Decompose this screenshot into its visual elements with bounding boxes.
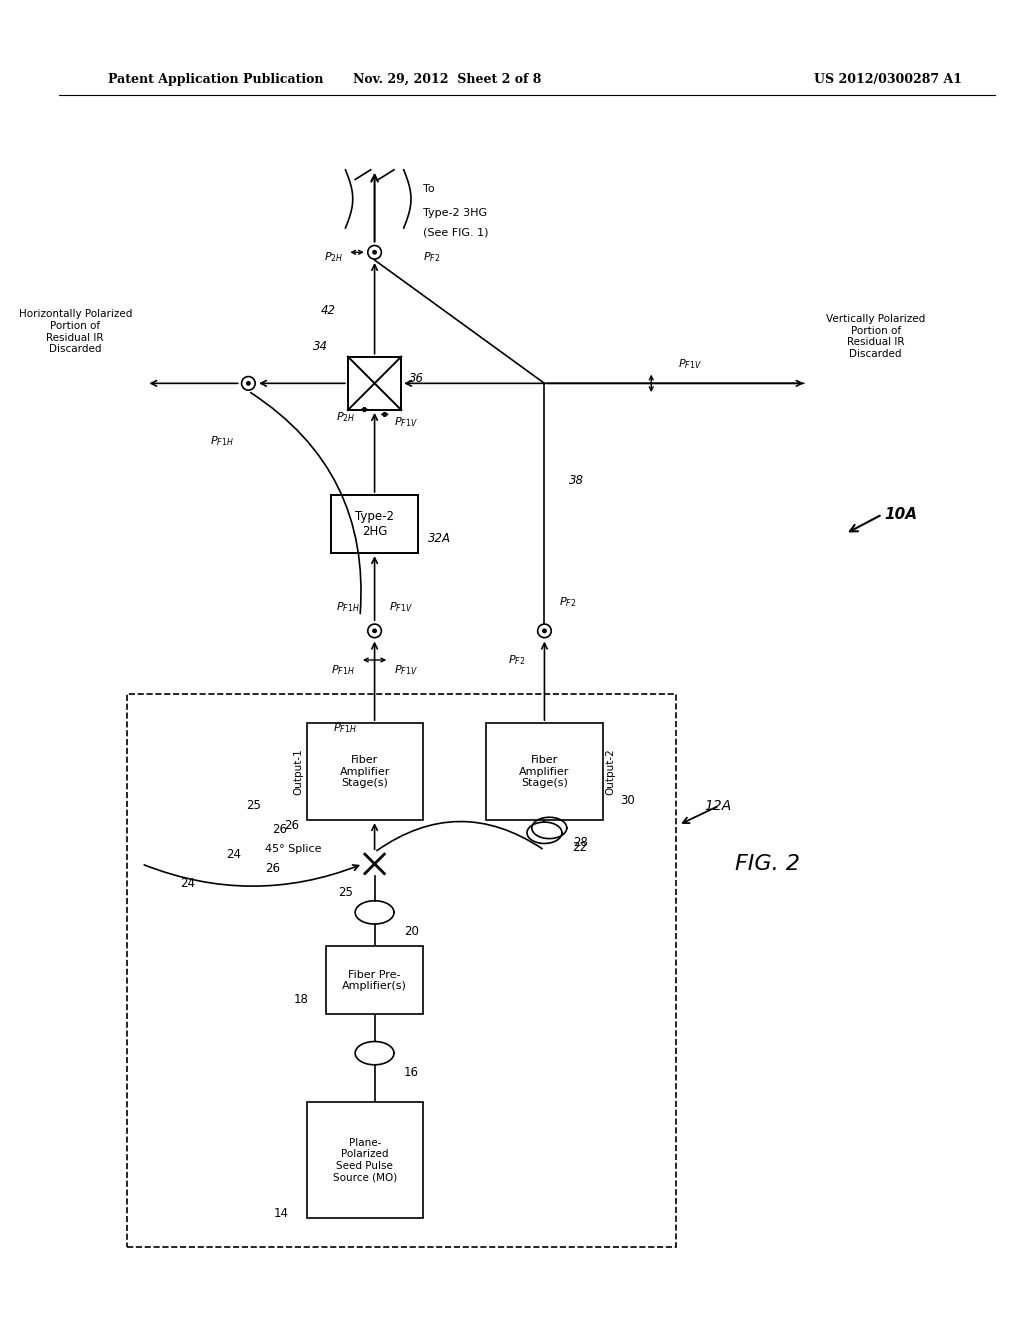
Text: $P_{2H}$: $P_{2H}$ <box>336 411 355 424</box>
Text: 26: 26 <box>272 824 287 837</box>
Text: Fiber
Amplifier
Stage(s): Fiber Amplifier Stage(s) <box>519 755 569 788</box>
Text: Patent Application Publication: Patent Application Publication <box>108 73 324 86</box>
Text: 14: 14 <box>274 1206 289 1220</box>
Text: $P_{F1H}$: $P_{F1H}$ <box>336 599 360 614</box>
Text: 12A: 12A <box>705 799 732 813</box>
Text: 22: 22 <box>571 841 587 854</box>
Text: 20: 20 <box>403 925 419 939</box>
Text: 36: 36 <box>409 372 424 385</box>
Text: Type-2
2HG: Type-2 2HG <box>355 510 394 539</box>
Text: $P_{F1V}$: $P_{F1V}$ <box>394 416 418 429</box>
Circle shape <box>368 246 381 259</box>
Text: $P_{F1H}$: $P_{F1H}$ <box>334 721 357 735</box>
Text: 25: 25 <box>246 799 261 812</box>
Text: 34: 34 <box>313 341 329 354</box>
Bar <box>326 946 423 1014</box>
Text: Fiber
Amplifier
Stage(s): Fiber Amplifier Stage(s) <box>340 755 390 788</box>
Text: 18: 18 <box>294 993 308 1006</box>
Text: 30: 30 <box>621 795 635 808</box>
Circle shape <box>372 628 377 634</box>
Text: $P_{F2}$: $P_{F2}$ <box>423 251 440 264</box>
Circle shape <box>542 628 547 634</box>
Text: Type-2 3HG: Type-2 3HG <box>423 209 487 219</box>
Bar <box>306 723 423 820</box>
Text: $P_{F1V}$: $P_{F1V}$ <box>389 599 413 614</box>
Circle shape <box>372 249 377 255</box>
Text: 45° Splice: 45° Splice <box>264 845 322 854</box>
Text: $P_{F1V}$: $P_{F1V}$ <box>394 663 418 677</box>
Text: Output-2: Output-2 <box>605 748 615 795</box>
Circle shape <box>246 381 251 385</box>
Text: Vertically Polarized
Portion of
Residual IR
Discarded: Vertically Polarized Portion of Residual… <box>826 314 926 359</box>
Circle shape <box>368 624 381 638</box>
Bar <box>486 723 603 820</box>
Text: 10A: 10A <box>884 507 918 521</box>
Circle shape <box>538 624 551 638</box>
Text: 24: 24 <box>180 876 195 890</box>
Text: 26: 26 <box>265 862 281 875</box>
Text: (See FIG. 1): (See FIG. 1) <box>423 228 488 238</box>
Text: $P_{F1H}$: $P_{F1H}$ <box>332 663 355 677</box>
Text: To: To <box>423 185 435 194</box>
Text: $P_{F2}$: $P_{F2}$ <box>559 595 577 609</box>
Text: 32A: 32A <box>428 532 451 545</box>
Text: FIG. 2: FIG. 2 <box>735 854 800 874</box>
Bar <box>306 1102 423 1218</box>
Text: 24: 24 <box>226 847 242 861</box>
Bar <box>348 356 401 411</box>
Text: Fiber Pre-
Amplifier(s): Fiber Pre- Amplifier(s) <box>342 970 407 991</box>
Text: US 2012/0300287 A1: US 2012/0300287 A1 <box>814 73 962 86</box>
Text: $P_{2H}$: $P_{2H}$ <box>325 251 343 264</box>
Bar <box>331 495 418 553</box>
Text: Nov. 29, 2012  Sheet 2 of 8: Nov. 29, 2012 Sheet 2 of 8 <box>353 73 542 86</box>
Text: $P_{F2}$: $P_{F2}$ <box>508 653 525 667</box>
Text: Plane-
Polarized
Seed Pulse
Source (MO): Plane- Polarized Seed Pulse Source (MO) <box>333 1138 397 1183</box>
Text: Output-1: Output-1 <box>294 748 304 795</box>
Text: $P_{F1V}$: $P_{F1V}$ <box>678 356 702 371</box>
Text: $P_{F1H}$: $P_{F1H}$ <box>210 434 233 449</box>
Text: 42: 42 <box>321 304 336 317</box>
Text: 16: 16 <box>403 1067 419 1078</box>
Text: 38: 38 <box>568 474 584 487</box>
Circle shape <box>242 376 255 391</box>
Text: 26: 26 <box>285 818 300 832</box>
Text: 28: 28 <box>573 836 589 849</box>
Bar <box>127 694 676 1247</box>
Text: 25: 25 <box>338 887 353 899</box>
Text: Horizontally Polarized
Portion of
Residual IR
Discarded: Horizontally Polarized Portion of Residu… <box>18 309 132 354</box>
